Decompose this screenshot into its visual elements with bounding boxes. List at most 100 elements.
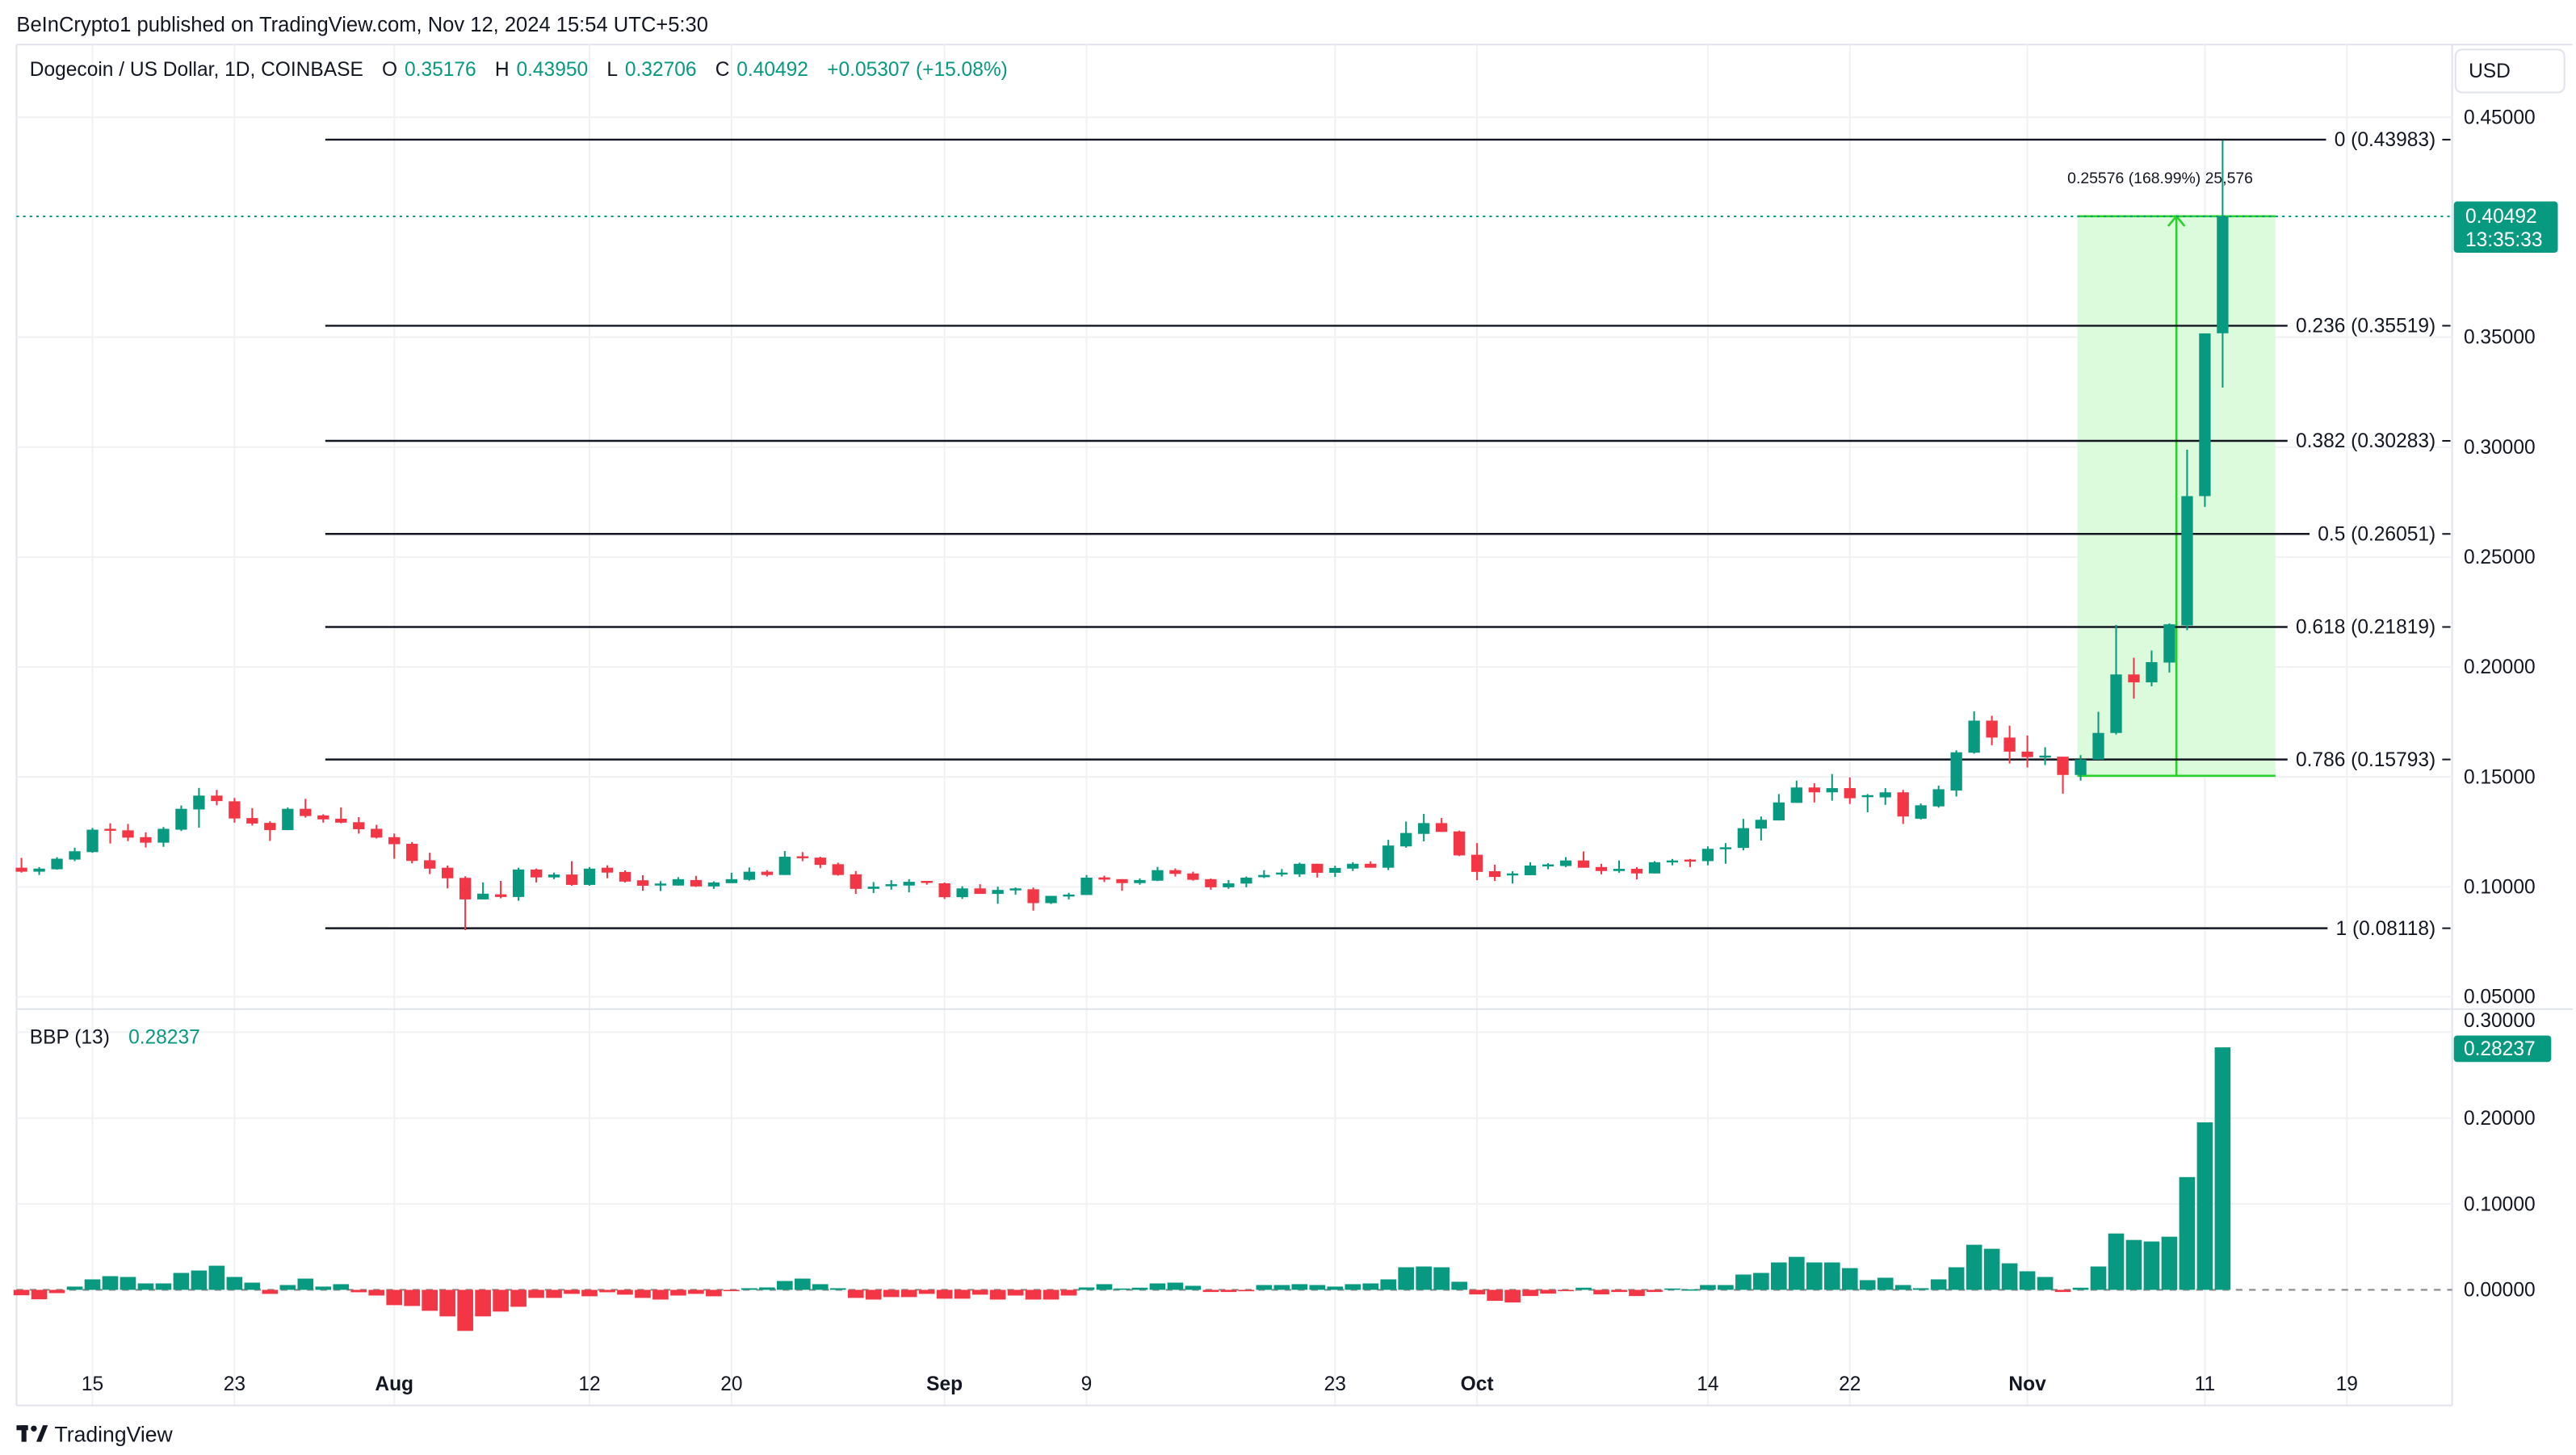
bbp-bar xyxy=(297,1278,314,1290)
candle-body xyxy=(1311,863,1324,873)
candle-body xyxy=(938,883,950,898)
indicator-axis[interactable]: 0.30000 0.20000 0.10000 0.00000 xyxy=(2464,1010,2536,1301)
candle xyxy=(193,787,205,828)
bbp-bar xyxy=(670,1289,686,1296)
bbp-bar xyxy=(1025,1289,1042,1300)
bbp-bar xyxy=(368,1289,385,1296)
bbp-bar xyxy=(84,1279,101,1290)
candle-body xyxy=(2075,759,2087,775)
candle-body xyxy=(761,871,773,875)
candle xyxy=(1666,858,1679,866)
candle xyxy=(459,876,472,931)
bbp-bar xyxy=(812,1284,829,1290)
candle xyxy=(264,821,276,841)
candle xyxy=(2057,757,2069,794)
bbp-bar xyxy=(1398,1267,1415,1290)
candle-body xyxy=(494,894,507,897)
bbp-bar xyxy=(1912,1288,1929,1290)
published-header: BeInCrypto1 published on TradingView.com… xyxy=(16,14,707,36)
candle-body xyxy=(264,823,276,831)
bbp-bar xyxy=(2143,1241,2160,1290)
candle xyxy=(2199,333,2211,507)
currency-button[interactable]: USD xyxy=(2454,48,2566,94)
fib-retracement[interactable]: 0 (0.43983) 0.236 (0.35519) 0.382 (0.30283… xyxy=(325,129,2451,940)
time-tick-label: 12 xyxy=(578,1373,600,1395)
price-range-measure[interactable] xyxy=(2077,214,2276,778)
bbp-bar xyxy=(493,1289,509,1312)
candle-body xyxy=(335,818,347,823)
candle xyxy=(300,799,312,818)
candle-body xyxy=(33,868,45,872)
bbp-bar xyxy=(1877,1277,1894,1290)
candle xyxy=(1559,857,1572,867)
bbp-bar xyxy=(1558,1289,1574,1292)
candle-body xyxy=(122,830,134,838)
price-tick-label: 0.20000 xyxy=(2464,656,2536,678)
bbp-bar xyxy=(1540,1289,1556,1294)
bbp-bar xyxy=(1220,1289,1237,1293)
candle-body xyxy=(2021,751,2033,757)
candle xyxy=(992,887,1004,904)
tradingview-logo-icon xyxy=(16,1425,48,1442)
candle xyxy=(388,833,401,859)
bbp-bar xyxy=(1469,1289,1485,1295)
candle xyxy=(1116,878,1128,891)
candle-body xyxy=(1418,823,1430,834)
candle xyxy=(654,881,667,891)
price-tick-label: 0.30000 xyxy=(2464,437,2536,459)
candle-body xyxy=(1240,877,1252,884)
bbp-bar xyxy=(510,1289,527,1307)
bbp-bar xyxy=(1806,1262,1823,1290)
candle xyxy=(1861,794,1873,813)
bbp-bar xyxy=(564,1289,580,1294)
indicator-legend: BBP (13) 0.28237 xyxy=(30,1027,200,1049)
candle xyxy=(2075,755,2087,781)
candle xyxy=(246,807,258,826)
candle-body xyxy=(1684,859,1697,862)
grid xyxy=(15,44,2453,1406)
low-label: L xyxy=(606,59,618,81)
indicator-tick-label: 0.30000 xyxy=(2464,1010,2536,1032)
candle xyxy=(796,852,808,862)
currency-label[interactable]: USD xyxy=(2469,61,2511,82)
time-tick-label: Aug xyxy=(375,1373,413,1395)
time-axis[interactable]: 15 23 Aug 12 20 Sep 9 23 Oct 14 22 Nov 11 19 xyxy=(82,1373,2358,1395)
bbp-bar xyxy=(1504,1289,1521,1303)
candle-body xyxy=(1169,870,1181,874)
candle xyxy=(33,866,45,875)
bbp-bar xyxy=(31,1289,48,1300)
time-tick-label: 22 xyxy=(1839,1373,1861,1395)
indicator-tick-label: 0.20000 xyxy=(2464,1108,2536,1130)
candle-body xyxy=(1187,873,1199,880)
candle-body xyxy=(2003,737,2016,752)
candle xyxy=(1684,858,1697,867)
candle xyxy=(1134,878,1146,885)
candle xyxy=(1755,816,1768,841)
time-tick-label: Nov xyxy=(2008,1373,2046,1395)
bbp-bar xyxy=(13,1289,30,1296)
candle-body xyxy=(476,893,489,899)
candle-body xyxy=(175,808,187,830)
price-tick-label: 0.25000 xyxy=(2464,547,2536,568)
candle-body xyxy=(1488,871,1501,878)
bbp-bar xyxy=(829,1288,846,1290)
candle-body xyxy=(1080,877,1093,895)
bbp-bar xyxy=(652,1289,669,1300)
bbp-bar xyxy=(1487,1289,1503,1302)
candle-body xyxy=(1790,787,1802,803)
bbp-bar xyxy=(900,1289,917,1298)
bbp-bar xyxy=(794,1278,811,1290)
candle-body xyxy=(1294,863,1306,874)
bbp-bar xyxy=(315,1286,332,1290)
candle xyxy=(832,862,844,876)
candle-body xyxy=(1666,860,1679,863)
time-tick-label: 23 xyxy=(1324,1373,1346,1395)
time-tick-label: 15 xyxy=(82,1373,103,1395)
candle-body xyxy=(1737,828,1750,849)
price-axis[interactable]: 0.45000 0.35000 0.30000 0.25000 0.20000 0.150… xyxy=(2464,107,2536,1008)
tradingview-logo[interactable]: TradingView xyxy=(16,1423,174,1447)
candle xyxy=(2163,623,2175,673)
candle xyxy=(850,870,862,895)
bbp-bar xyxy=(1841,1268,1858,1290)
bbp-bar xyxy=(191,1270,208,1290)
